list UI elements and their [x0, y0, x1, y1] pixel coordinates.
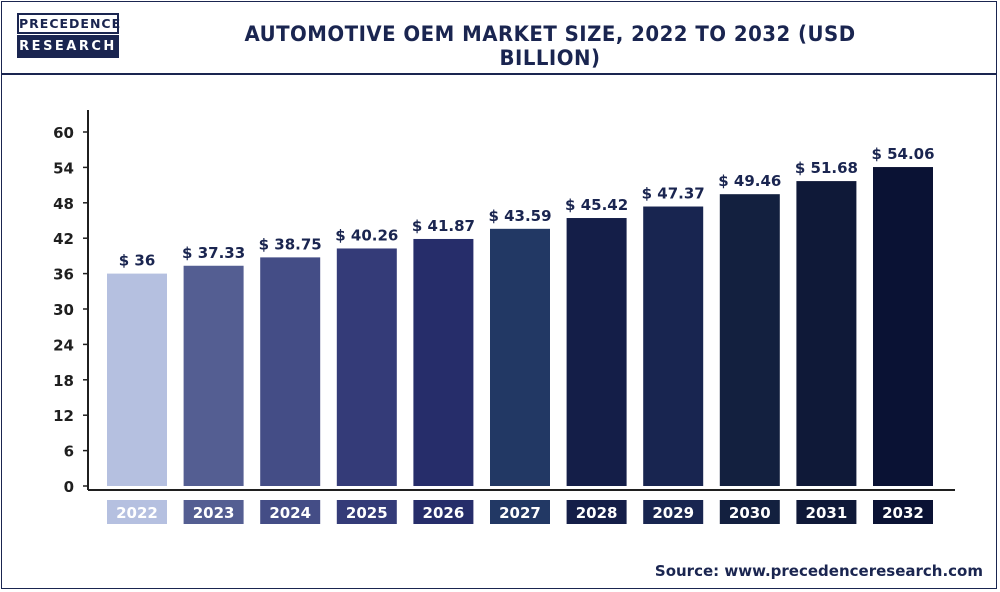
y-tick-label: 6 [64, 443, 74, 461]
logo-line-2: RESEARCH [17, 35, 119, 58]
category-label-2022: 2022 [116, 504, 158, 522]
category-box-2028 [566, 500, 627, 524]
bar-2027 [490, 228, 550, 486]
category-label-2032: 2032 [882, 504, 924, 522]
category-box-2025 [336, 500, 397, 524]
data-label-2028: $ 45.42 [565, 196, 628, 214]
logo-line-1: PRECEDENCE [17, 13, 120, 34]
y-tick-label: 18 [53, 372, 74, 390]
bar-2025 [336, 248, 397, 486]
data-label-2030: $ 49.46 [718, 172, 781, 190]
data-label-2032: $ 54.06 [871, 145, 934, 163]
data-label-2024: $ 38.75 [259, 235, 322, 253]
category-label-2029: 2029 [652, 504, 694, 522]
y-tick-label: 0 [64, 478, 74, 496]
category-label-2023: 2023 [193, 504, 235, 522]
header-divider [1, 73, 997, 75]
data-label-2027: $ 43.59 [488, 207, 551, 225]
y-tick-label: 12 [53, 407, 74, 425]
category-label-2024: 2024 [269, 504, 311, 522]
category-box-2032 [873, 500, 933, 524]
category-label-2025: 2025 [346, 504, 388, 522]
bar-2026 [413, 238, 474, 486]
data-label-2023: $ 37.33 [182, 244, 245, 262]
category-label-2031: 2031 [806, 504, 848, 522]
y-tick-label: 24 [53, 336, 74, 354]
y-tick-label: 42 [53, 230, 74, 248]
bar-2032 [873, 167, 933, 486]
category-box-2029 [643, 500, 704, 524]
bar-2031 [796, 181, 857, 486]
data-label-2029: $ 47.37 [642, 185, 705, 203]
chart-title: AUTOMOTIVE OEM MARKET SIZE, 2022 TO 2032… [244, 22, 856, 70]
data-label-2022: $ 36 [119, 252, 156, 270]
category-label-2027: 2027 [499, 504, 541, 522]
y-tick-label: 60 [53, 124, 74, 142]
category-box-2024 [260, 500, 321, 524]
precedence-research-logo: PRECEDENCE RESEARCH [17, 13, 120, 59]
data-label-2031: $ 51.68 [795, 159, 858, 177]
bar-2024 [260, 257, 321, 486]
bar-2022 [107, 273, 167, 486]
bar-2023 [183, 265, 244, 486]
y-tick-label: 54 [53, 159, 74, 177]
category-label-2028: 2028 [576, 504, 618, 522]
data-label-2025: $ 40.26 [335, 226, 398, 244]
bar-2030 [719, 194, 780, 486]
category-box-2022 [107, 500, 167, 524]
category-box-2027 [490, 500, 550, 524]
y-tick-label: 36 [53, 266, 74, 284]
y-tick-label: 48 [53, 195, 74, 213]
category-box-2030 [719, 500, 780, 524]
bar-2028 [566, 218, 627, 486]
category-box-2026 [413, 500, 474, 524]
category-label-2026: 2026 [423, 504, 465, 522]
y-tick-label: 30 [53, 301, 74, 319]
category-box-2031 [796, 500, 857, 524]
source-credit: Source: www.precedenceresearch.com [654, 562, 983, 580]
bar-2029 [643, 206, 704, 486]
data-label-2026: $ 41.87 [412, 217, 475, 235]
category-label-2030: 2030 [729, 504, 771, 522]
category-box-2023 [183, 500, 244, 524]
